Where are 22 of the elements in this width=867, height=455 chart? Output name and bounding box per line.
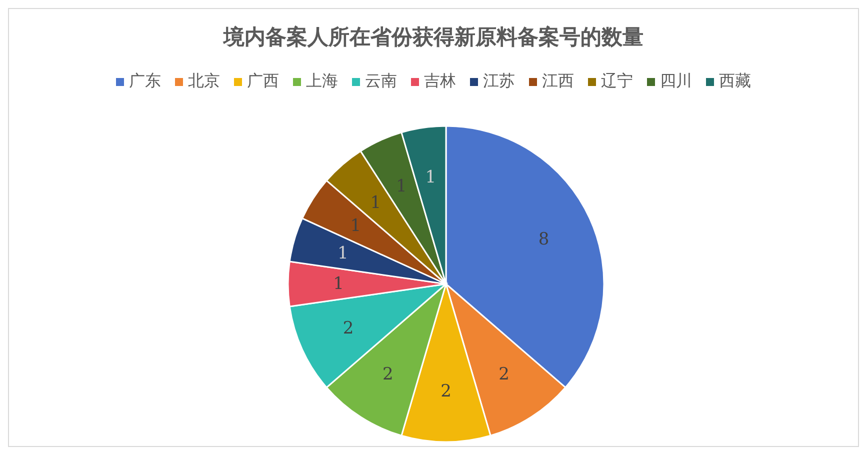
legend-label: 北京 [187, 71, 220, 92]
legend-label: 西藏 [718, 71, 751, 92]
legend-label: 吉林 [423, 71, 456, 92]
data-label: 2 [342, 318, 354, 339]
data-label: 8 [538, 229, 550, 250]
data-label: 2 [440, 381, 452, 402]
data-label: 2 [382, 364, 394, 384]
data-label: 1 [338, 244, 348, 264]
chart-title: 境内备案人所在省份获得新原料备案号的数量 [222, 24, 644, 51]
data-label: 2 [498, 364, 510, 384]
data-label: 1 [425, 168, 436, 188]
legend-label: 广西 [246, 71, 279, 92]
legend-label: 云南 [364, 71, 397, 92]
data-label: 1 [370, 192, 382, 213]
legend-label: 四川 [659, 71, 692, 92]
legend-label: 江苏 [482, 71, 515, 92]
data-label: 1 [350, 216, 362, 236]
legend-label: 上海 [305, 71, 338, 92]
data-label: 1 [333, 274, 344, 294]
legend-label: 江西 [541, 71, 574, 92]
legend-label: 辽宁 [600, 71, 633, 92]
legend-label: 广东 [128, 71, 161, 92]
